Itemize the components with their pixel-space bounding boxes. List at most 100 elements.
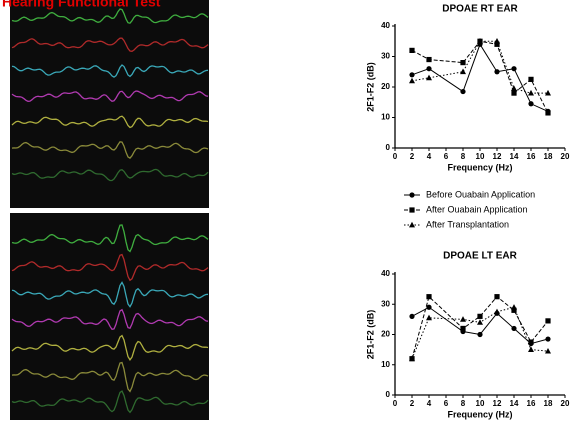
series-line [411,43,549,112]
marker [511,304,517,310]
y-tick-label: 20 [381,330,390,339]
marker [545,110,551,116]
marker [426,56,432,63]
legend-label: After Ouabain Application [426,204,528,214]
x-tick-label: 12 [493,152,502,161]
x-axis-label: Frequency (Hz) [447,162,512,172]
x-tick-label: 16 [527,399,536,408]
x-tick-label: 10 [476,152,485,161]
marker [409,47,415,53]
legend-marker [409,221,415,228]
y-axis-label: 2F1-F2 (dB) [365,62,375,112]
marker [511,66,517,72]
waveform [11,37,209,52]
marker [528,101,534,107]
waveform [11,8,209,24]
waveform [11,390,209,414]
marker [545,89,551,96]
marker [511,85,517,91]
series-line [411,40,549,114]
y-tick-label: 40 [381,21,390,30]
x-tick-label: 0 [393,399,398,408]
marker [477,38,483,44]
marker [426,304,432,310]
marker [545,347,551,354]
marker [460,88,466,95]
waveform [11,141,209,159]
y-tick-label: 10 [381,360,390,369]
marker [494,308,500,315]
marker [511,90,517,96]
marker [426,66,432,72]
marker [409,77,415,84]
y-tick-label: 0 [386,143,391,152]
marker [477,313,483,319]
waveform [11,224,209,253]
x-tick-label: 18 [544,399,553,408]
waveform [11,361,209,393]
marker [494,38,500,44]
x-tick-label: 16 [527,152,536,161]
marker [528,346,534,353]
legend-marker [409,207,415,213]
abr-waveforms [11,8,209,414]
waveform [11,115,209,129]
legend-label: After Transplantation [426,219,509,229]
chart-title: DPOAE LT EAR [443,251,517,262]
marker [545,318,551,324]
waveform [11,308,209,331]
legend-marker [409,192,415,198]
marker [528,76,534,82]
x-tick-label: 2 [410,399,415,408]
waveform [11,253,209,282]
legend-label: Before Ouabain Application [426,189,535,199]
marker [409,72,415,78]
x-tick-label: 10 [476,399,485,408]
x-tick-label: 20 [561,399,570,408]
x-tick-label: 8 [461,152,466,161]
series-line [411,40,548,94]
waveform [11,168,209,182]
marker [511,325,517,332]
y-tick-label: 10 [381,113,390,122]
x-tick-label: 2 [410,152,415,161]
series-line [411,306,549,359]
marker [528,339,534,345]
x-tick-label: 12 [493,399,502,408]
x-tick-label: 8 [461,399,466,408]
marker [426,74,432,81]
y-axis-label: 2F1-F2 (dB) [365,310,375,360]
x-tick-label: 6 [444,399,449,408]
x-tick-label: 14 [510,152,519,161]
page-title: Hearing Functional Test [2,0,161,10]
marker [460,68,466,75]
marker [494,41,500,47]
abr-panel-bottom [10,213,209,420]
marker [545,336,551,342]
y-tick-label: 30 [381,52,390,61]
x-tick-label: 14 [510,399,519,408]
marker [528,89,534,96]
marker [477,331,483,338]
marker [409,313,415,319]
marker [494,69,500,75]
marker [426,314,432,321]
y-tick-label: 30 [381,299,390,308]
waveform [11,281,209,308]
waveform [11,64,209,78]
marker [460,60,466,66]
x-tick-label: 6 [444,152,449,161]
waveform [11,334,209,361]
x-tick-label: 4 [427,152,432,161]
x-tick-label: 18 [544,152,553,161]
y-tick-label: 40 [381,269,390,278]
x-tick-label: 4 [427,399,432,408]
chart-title: DPOAE RT EAR [442,4,518,15]
marker [494,294,500,300]
marker [426,294,432,300]
marker [409,355,415,362]
x-axis-label: Frequency (Hz) [447,409,512,419]
marker [460,316,466,322]
